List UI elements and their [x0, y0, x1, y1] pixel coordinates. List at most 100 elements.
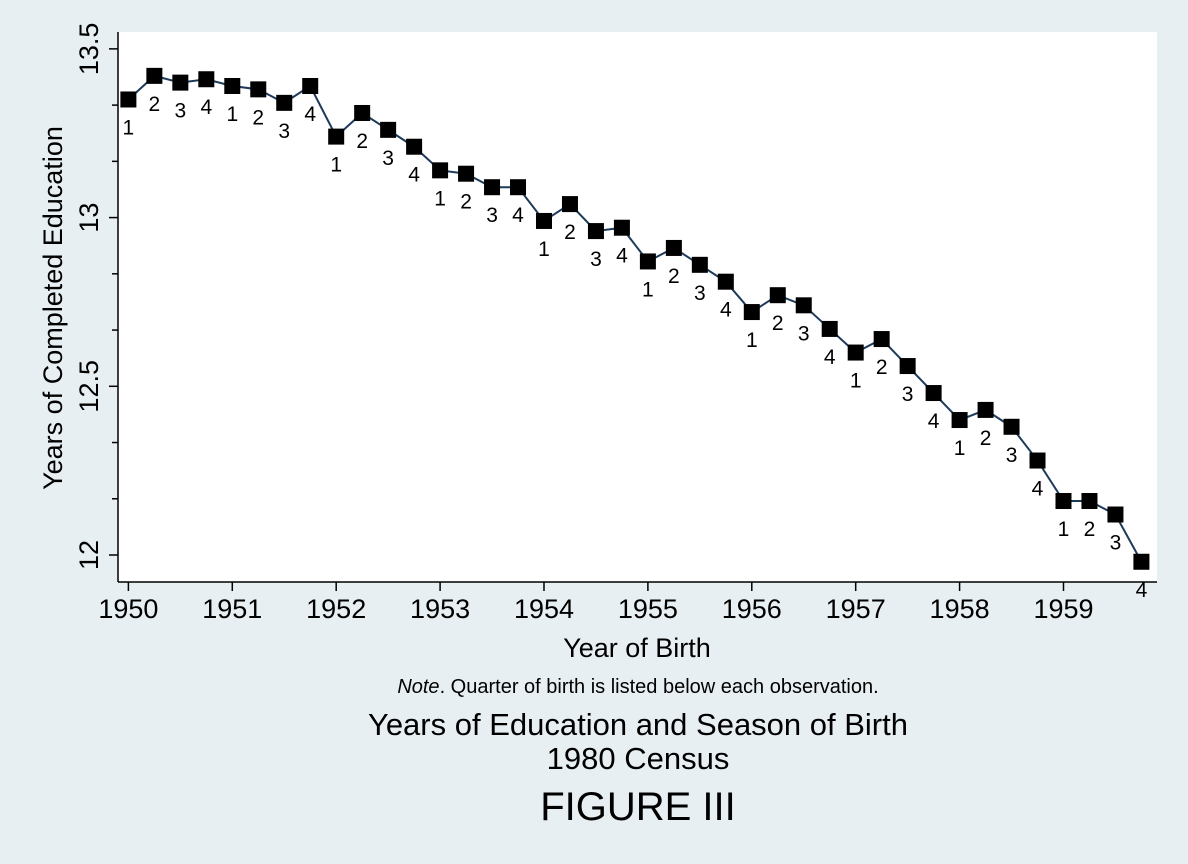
quarter-label: 2	[460, 191, 472, 214]
data-point	[639, 253, 656, 270]
data-point	[769, 287, 786, 304]
quarter-label: 1	[642, 278, 654, 301]
data-point	[276, 94, 293, 111]
quarter-label: 4	[408, 164, 420, 187]
quarter-label: 1	[226, 103, 238, 126]
quarter-label: 4	[304, 103, 316, 126]
quarter-label: 1	[330, 154, 342, 177]
x-tick-label: 1958	[930, 594, 990, 624]
data-point	[587, 223, 604, 240]
quarter-label: 4	[200, 96, 212, 119]
chart-title: Years of Education and Season of Birth	[367, 707, 908, 742]
data-point	[458, 165, 475, 182]
x-tick-label: 1955	[618, 594, 678, 624]
quarter-label: 2	[980, 427, 992, 450]
y-tick-label: 12.5	[74, 360, 104, 413]
quarter-label: 1	[123, 116, 135, 139]
x-tick-label: 1956	[722, 594, 782, 624]
data-point	[821, 320, 838, 337]
data-point	[250, 81, 267, 98]
data-point	[1003, 418, 1020, 435]
x-axis: 1950 1951 1952 1953 1954 1955 1956 1957 1958 1959	[98, 581, 1157, 624]
y-tick-label: 13.5	[74, 23, 104, 76]
quarter-label: 2	[252, 106, 264, 129]
x-tick-label: 1959	[1033, 594, 1093, 624]
data-point	[198, 71, 215, 88]
data-point	[354, 104, 371, 121]
data-point	[1055, 493, 1072, 510]
quarter-label: 1	[1058, 518, 1070, 541]
data-point	[925, 385, 942, 402]
data-point	[899, 358, 916, 375]
quarter-label: 3	[278, 120, 290, 143]
y-tick-label: 13	[74, 203, 104, 233]
data-point	[561, 196, 578, 213]
data-point	[510, 179, 527, 196]
x-tick-label: 1950	[98, 594, 158, 624]
data-point	[1029, 452, 1046, 469]
data-point	[172, 74, 189, 91]
series-markers	[120, 67, 1150, 570]
y-tick-label: 12	[74, 540, 104, 570]
series-line	[127, 74, 1143, 563]
data-point	[847, 344, 864, 361]
data-point	[613, 219, 630, 236]
data-point	[432, 162, 449, 179]
data-point	[535, 212, 552, 229]
plot-area	[118, 32, 1157, 582]
data-point	[795, 297, 812, 314]
quarter-label: 3	[1110, 532, 1122, 555]
data-point	[977, 401, 994, 418]
quarter-label: 4	[720, 299, 732, 322]
quarter-label: 2	[149, 93, 161, 116]
quarter-label: 2	[356, 130, 368, 153]
data-point	[665, 239, 682, 256]
figure-label: FIGURE III	[540, 785, 736, 829]
note-italic: Note	[397, 676, 440, 698]
quarter-label: 2	[668, 265, 680, 288]
y-axis-label: Years of Completed Education	[38, 126, 68, 490]
data-point	[951, 412, 968, 429]
quarter-label: 4	[928, 410, 940, 433]
data-point	[328, 128, 345, 145]
quarter-label: 3	[590, 248, 602, 271]
quarter-label: 4	[824, 346, 836, 369]
quarter-label: 1	[954, 437, 966, 460]
quarter-label: 3	[382, 147, 394, 170]
data-point	[1133, 553, 1150, 570]
quarter-label: 3	[1006, 444, 1018, 467]
quarter-label: 3	[902, 383, 914, 406]
quarter-label: 4	[512, 204, 524, 227]
quarter-label: 3	[798, 322, 810, 345]
data-point	[1081, 493, 1098, 510]
quarter-label: 3	[174, 100, 186, 123]
y-axis: 12 12.5 13 13.5	[74, 23, 119, 582]
data-point	[380, 121, 397, 138]
data-point	[406, 138, 423, 155]
quarter-label: 3	[486, 204, 498, 227]
data-point	[1107, 506, 1124, 523]
x-tick-label: 1952	[306, 594, 366, 624]
x-tick-label: 1954	[514, 594, 574, 624]
data-point	[873, 331, 890, 348]
quarter-label: 1	[746, 329, 758, 352]
data-point	[120, 91, 137, 108]
x-tick-label: 1951	[202, 594, 262, 624]
quarter-label: 4	[616, 245, 628, 268]
x-tick-label: 1957	[826, 594, 886, 624]
data-point	[691, 256, 708, 273]
chart-subtitle: 1980 Census	[546, 741, 730, 776]
data-point	[484, 179, 501, 196]
quarter-label: 4	[1032, 478, 1044, 501]
data-point	[146, 67, 163, 84]
data-point	[717, 273, 734, 290]
x-tick-label: 1953	[410, 594, 470, 624]
x-axis-label: Year of Birth	[563, 633, 711, 663]
data-point	[224, 77, 241, 94]
quarter-label: 2	[876, 356, 888, 379]
chart-note: Note. Quarter of birth is listed below e…	[88, 676, 1188, 699]
data-point	[302, 77, 319, 94]
quarter-label: 1	[434, 187, 446, 210]
